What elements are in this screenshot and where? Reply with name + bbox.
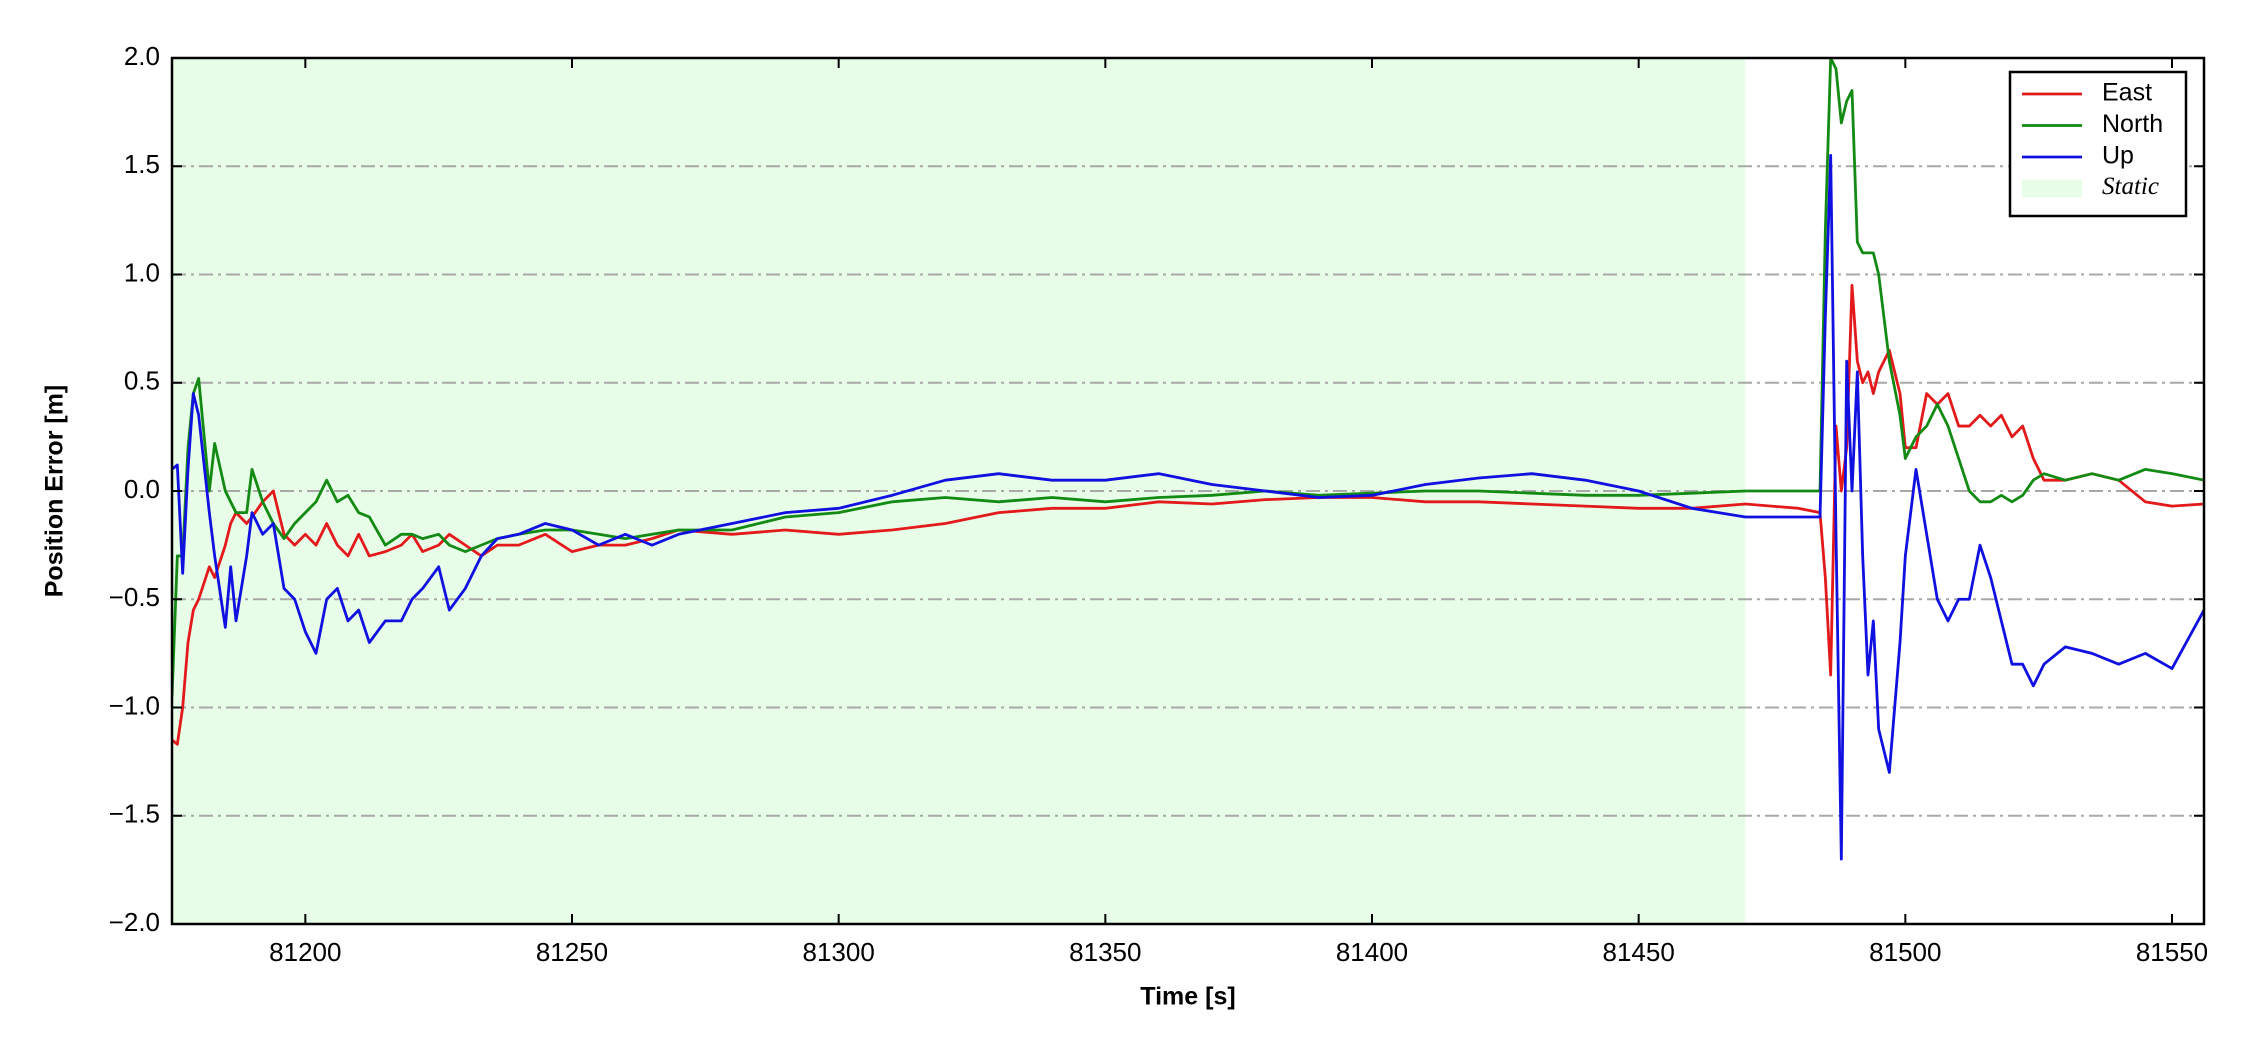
y-tick-label: 2.0 [124,41,160,71]
x-tick-label: 81200 [269,937,341,967]
x-tick-label: 81450 [1603,937,1675,967]
x-tick-label: 81350 [1069,937,1141,967]
series-line [172,58,2204,697]
series-line [172,283,2204,746]
y-tick-label: −0.5 [109,582,160,612]
legend-label: North [2102,110,2163,138]
y-tick-label: 0.0 [124,474,160,504]
x-axis-label: Time [s] [1140,983,1235,1011]
x-tick-label: 81300 [803,937,875,967]
lines [172,58,2204,861]
x-tick-label: 81250 [536,937,608,967]
x-tick-label: 81400 [1336,937,1408,967]
legend-label: Up [2102,142,2134,170]
y-tick-label: 1.5 [124,149,160,179]
ticks: −2.0 −1.5 −1.0 −0.5 0.0 0.5 1.0 1.5 2.0 81200 8125… [109,41,2208,967]
legend-label: Static [2102,173,2159,200]
x-tick-label: 81550 [2136,937,2208,967]
legend-swatch [2022,179,2082,198]
y-tick-label: 0.5 [124,366,160,396]
y-tick-label: −1.5 [109,799,160,829]
legend: East North Up Static [2008,70,2188,218]
series-line [172,154,2204,861]
y-tick-label: 1.0 [124,257,160,287]
y-tick-label: −2.0 [109,907,160,937]
y-tick-label: −1.0 [109,690,160,720]
legend-label: East [2102,79,2152,107]
y-axis-label: Position Error [m] [41,385,69,598]
x-tick-label: 81500 [1869,937,1941,967]
